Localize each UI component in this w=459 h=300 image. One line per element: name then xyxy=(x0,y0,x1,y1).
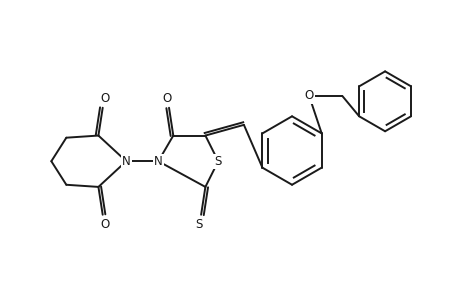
Text: O: O xyxy=(304,89,313,103)
Text: O: O xyxy=(100,218,109,231)
Text: N: N xyxy=(122,155,130,168)
Text: O: O xyxy=(162,92,171,105)
Text: O: O xyxy=(100,92,109,105)
Text: S: S xyxy=(214,155,221,168)
Text: S: S xyxy=(195,218,202,231)
Text: N: N xyxy=(154,155,162,168)
